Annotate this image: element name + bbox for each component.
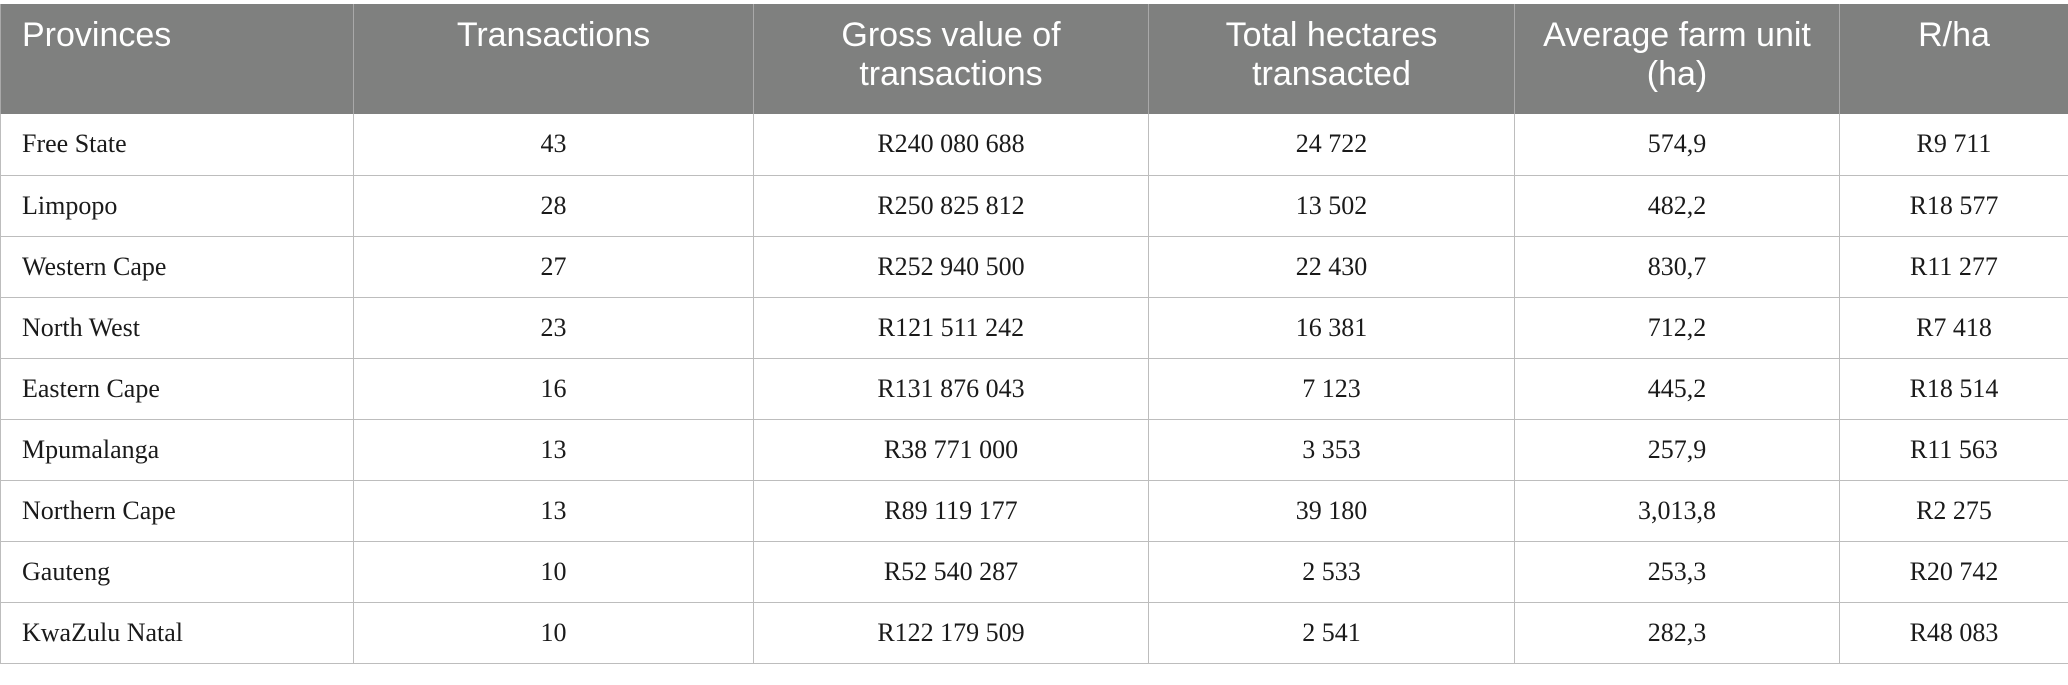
table-row: Limpopo 28 R250 825 812 13 502 482,2 R18 577 [0,174,2068,237]
hectares-cell: 16 381 [1148,296,1515,359]
transactions-cell: 43 [353,114,754,176]
province-cell: Northern Cape [0,479,354,542]
table-header: Provinces Transactions Gross value of tr… [0,4,2068,114]
header-row: Provinces Transactions Gross value of tr… [0,4,2068,114]
hectares-cell: 7 123 [1148,357,1515,420]
rand-per-hectare-cell: R18 577 [1839,174,2068,237]
hectares-cell: 13 502 [1148,174,1515,237]
header-gross-value: Gross value of transactions [753,4,1149,114]
header-rand-per-hectare: R/ha [1839,4,2068,114]
table-row: KwaZulu Natal 10 R122 179 509 2 541 282,3 R48… [0,601,2068,664]
average-farm-unit-cell: 445,2 [1514,357,1840,420]
rand-per-hectare-cell: R48 083 [1839,601,2068,664]
table-body: Free State 43 R240 080 688 24 722 574,9 R9 71… [0,114,2068,664]
gross-value-cell: R131 876 043 [753,357,1149,420]
table-row: Gauteng 10 R52 540 287 2 533 253,3 R20 742 [0,540,2068,603]
average-farm-unit-cell: 3,013,8 [1514,479,1840,542]
rand-per-hectare-cell: R18 514 [1839,357,2068,420]
rand-per-hectare-cell: R9 711 [1839,114,2068,176]
hectares-cell: 2 541 [1148,601,1515,664]
province-transactions-table: Provinces Transactions Gross value of tr… [0,4,2068,664]
header-provinces: Provinces [0,4,354,114]
average-farm-unit-cell: 253,3 [1514,540,1840,603]
transactions-cell: 10 [353,601,754,664]
table-row: Northern Cape 13 R89 119 177 39 180 3,013,8 R… [0,479,2068,542]
hectares-cell: 22 430 [1148,235,1515,298]
hectares-cell: 3 353 [1148,418,1515,481]
table-container: Provinces Transactions Gross value of tr… [0,4,2068,664]
average-farm-unit-cell: 257,9 [1514,418,1840,481]
gross-value-cell: R89 119 177 [753,479,1149,542]
average-farm-unit-cell: 830,7 [1514,235,1840,298]
transactions-cell: 13 [353,479,754,542]
table-row: Free State 43 R240 080 688 24 722 574,9 R9 71… [0,114,2068,176]
rand-per-hectare-cell: R11 563 [1839,418,2068,481]
rand-per-hectare-cell: R7 418 [1839,296,2068,359]
province-cell: Gauteng [0,540,354,603]
transactions-cell: 28 [353,174,754,237]
average-farm-unit-cell: 712,2 [1514,296,1840,359]
transactions-cell: 13 [353,418,754,481]
province-cell: North West [0,296,354,359]
rand-per-hectare-cell: R20 742 [1839,540,2068,603]
hectares-cell: 39 180 [1148,479,1515,542]
province-cell: Eastern Cape [0,357,354,420]
province-cell: Limpopo [0,174,354,237]
header-average-farm-unit: Average farm unit (ha) [1514,4,1840,114]
average-farm-unit-cell: 282,3 [1514,601,1840,664]
gross-value-cell: R52 540 287 [753,540,1149,603]
rand-per-hectare-cell: R11 277 [1839,235,2068,298]
table-row: North West 23 R121 511 242 16 381 712,2 R7 41… [0,296,2068,359]
hectares-cell: 24 722 [1148,114,1515,176]
province-cell: Western Cape [0,235,354,298]
average-farm-unit-cell: 482,2 [1514,174,1840,237]
hectares-cell: 2 533 [1148,540,1515,603]
transactions-cell: 23 [353,296,754,359]
gross-value-cell: R38 771 000 [753,418,1149,481]
table-row: Mpumalanga 13 R38 771 000 3 353 257,9 R11 563 [0,418,2068,481]
gross-value-cell: R250 825 812 [753,174,1149,237]
transactions-cell: 27 [353,235,754,298]
province-cell: Mpumalanga [0,418,354,481]
gross-value-cell: R121 511 242 [753,296,1149,359]
transactions-cell: 16 [353,357,754,420]
rand-per-hectare-cell: R2 275 [1839,479,2068,542]
average-farm-unit-cell: 574,9 [1514,114,1840,176]
header-total-hectares: Total hectares transacted [1148,4,1515,114]
transactions-cell: 10 [353,540,754,603]
province-cell: Free State [0,114,354,176]
province-cell: KwaZulu Natal [0,601,354,664]
header-transactions: Transactions [353,4,754,114]
gross-value-cell: R240 080 688 [753,114,1149,176]
table-row: Western Cape 27 R252 940 500 22 430 830,7 R11… [0,235,2068,298]
table-row: Eastern Cape 16 R131 876 043 7 123 445,2 R18 … [0,357,2068,420]
gross-value-cell: R252 940 500 [753,235,1149,298]
gross-value-cell: R122 179 509 [753,601,1149,664]
